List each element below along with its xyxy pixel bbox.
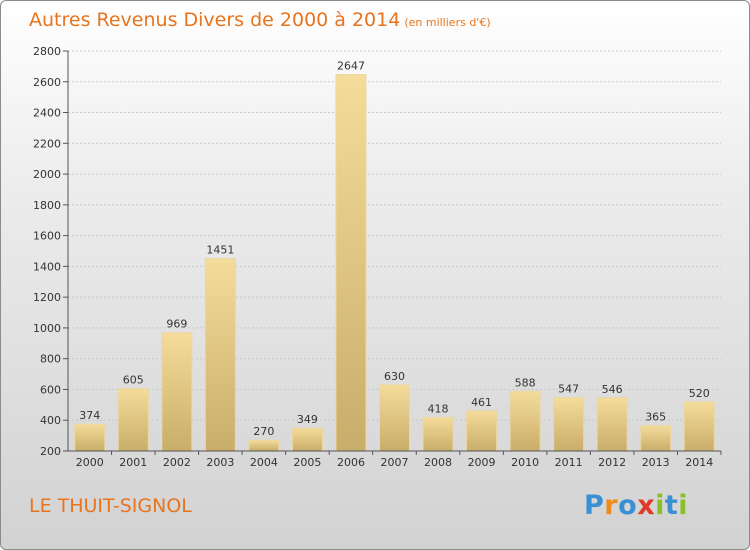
logo-letter: x	[637, 490, 656, 521]
value-label: 588	[515, 376, 536, 389]
bar	[596, 397, 628, 452]
logo-letter: t	[664, 490, 679, 521]
labels: 200 400 600 800 1000 1200 1400 1600 1800 2000 2200…	[33, 45, 713, 469]
value-label: 461	[471, 396, 492, 409]
y-tick-label: 2800	[33, 45, 61, 58]
logo-letter: P	[584, 490, 605, 521]
y-tick-label: 800	[40, 353, 61, 366]
x-tick-label: 2000	[76, 456, 104, 469]
y-tick-label: 400	[40, 414, 61, 427]
value-label: 1451	[206, 244, 234, 257]
bar	[683, 401, 715, 452]
value-label: 349	[297, 413, 318, 426]
value-label: 969	[166, 318, 187, 331]
bar	[291, 427, 323, 452]
bar	[74, 423, 106, 452]
bar	[553, 397, 585, 452]
y-tick-label: 2600	[33, 76, 61, 89]
x-tick-label: 2014	[685, 456, 713, 469]
bar	[248, 439, 280, 452]
bar	[204, 258, 236, 452]
y-tick-label: 1400	[33, 260, 61, 273]
y-tick-label: 200	[40, 445, 61, 458]
logo-letter: r	[604, 490, 619, 521]
value-label: 374	[79, 409, 100, 422]
x-tick-label: 2008	[424, 456, 452, 469]
bar	[509, 390, 541, 452]
y-tick-label: 1000	[33, 322, 61, 335]
y-tick-label: 600	[40, 383, 61, 396]
bar	[379, 384, 410, 452]
chart-title: Autres Revenus Divers de 2000 à 2014 (en …	[29, 9, 491, 31]
bar	[117, 388, 149, 452]
x-tick-label: 2009	[468, 456, 496, 469]
y-tick-label: 2200	[33, 137, 61, 150]
value-label: 2647	[337, 60, 365, 73]
x-tick-label: 2013	[642, 456, 670, 469]
value-label: 270	[253, 425, 274, 438]
x-tick-label: 2010	[511, 456, 539, 469]
axes	[63, 50, 722, 455]
y-tick-label: 1600	[33, 230, 61, 243]
bar	[466, 410, 498, 452]
value-label: 520	[689, 387, 710, 400]
x-tick-label: 2012	[598, 456, 626, 469]
value-label: 630	[384, 370, 405, 383]
value-label: 365	[645, 411, 666, 424]
x-tick-label: 2005	[293, 456, 321, 469]
bar	[422, 416, 454, 452]
value-label: 605	[123, 374, 144, 387]
proxiti-logo[interactable]: Proxiti	[584, 490, 688, 521]
bar	[161, 332, 193, 452]
logo-letter: i	[678, 490, 689, 521]
commune-name: LE THUIT-SIGNOL	[29, 495, 192, 517]
x-tick-label: 2011	[555, 456, 583, 469]
x-tick-label: 2007	[381, 456, 409, 469]
x-tick-label: 2001	[119, 456, 147, 469]
value-label: 418	[428, 402, 449, 415]
logo-letter: o	[618, 490, 638, 521]
y-tick-label: 1800	[33, 199, 61, 212]
x-tick-label: 2003	[206, 456, 234, 469]
x-tick-label: 2006	[337, 456, 365, 469]
y-tick-label: 2400	[33, 107, 61, 120]
bar	[335, 74, 367, 452]
title-unit: (en milliers d'€)	[404, 16, 491, 29]
bar	[640, 425, 672, 452]
title-main: Autres Revenus Divers de 2000 à 2014	[29, 9, 401, 31]
logo-letter: i	[655, 490, 665, 521]
y-tick-label: 2000	[33, 168, 61, 181]
value-label: 547	[558, 383, 579, 396]
value-label: 546	[602, 383, 623, 396]
x-tick-label: 2002	[163, 456, 191, 469]
y-tick-label: 1200	[33, 291, 61, 304]
x-tick-label: 2004	[250, 456, 278, 469]
